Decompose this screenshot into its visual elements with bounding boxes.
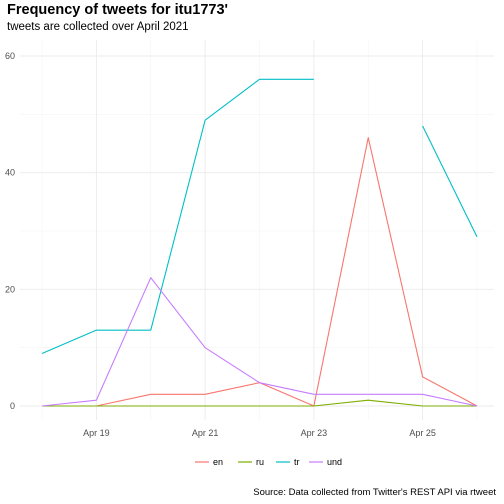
series-line-ru (42, 399, 477, 407)
y-tick-label: 20 (5, 284, 15, 294)
series-und (41, 277, 478, 407)
legend-item-ru: ru (238, 457, 264, 467)
legend-item-und: und (309, 457, 342, 467)
chart-subtitle: tweets are collected over April 2021 (7, 21, 189, 33)
series-tr (41, 78, 478, 355)
legend-item-en: en (195, 457, 223, 467)
x-tick-label: Apr 25 (409, 428, 436, 438)
x-tick-label: Apr 19 (83, 428, 110, 438)
legend-label-und: und (327, 457, 342, 467)
series-ru (42, 399, 477, 407)
legend-label-ru: ru (256, 457, 264, 467)
legend-label-en: en (213, 457, 223, 467)
x-tick-label: Apr 23 (301, 428, 328, 438)
legend-item-tr: tr (276, 457, 300, 467)
x-tick-label: Apr 21 (192, 428, 219, 438)
legend-label-tr: tr (294, 457, 300, 467)
chart-caption: Source: Data collected from Twitter's RE… (253, 487, 496, 498)
series-line-tr (422, 125, 478, 238)
chart-title: Frequency of tweets for itu1773' (7, 2, 229, 18)
axis-tick-labels: 0 20 40 60 Apr 19 Apr 21 Apr 23 Apr 25 (5, 51, 436, 438)
series-line-und (41, 277, 478, 407)
y-tick-label: 60 (5, 51, 15, 61)
grid-lines (20, 40, 494, 420)
y-tick-label: 0 (10, 401, 15, 411)
legend: en ru tr und (195, 457, 342, 467)
series-lines (41, 78, 478, 407)
y-tick-label: 40 (5, 168, 15, 178)
series-line-tr (41, 78, 314, 355)
